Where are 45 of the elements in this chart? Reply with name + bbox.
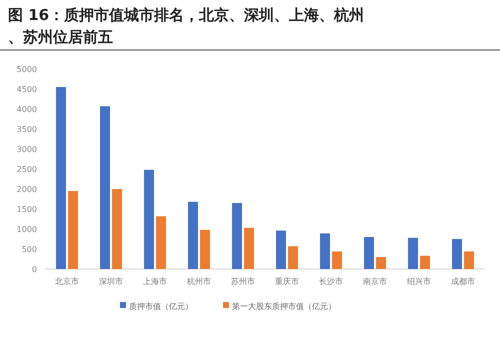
y-tick-label: 2500: [16, 165, 37, 174]
y-tick-label: 0: [32, 265, 37, 274]
y-tick-label: 4000: [16, 105, 37, 114]
bar: [320, 233, 330, 269]
y-tick-label: 500: [22, 245, 37, 254]
legend-label: 第一大股东质押市值（亿元）: [232, 302, 336, 311]
y-tick-label: 3500: [16, 125, 37, 134]
x-tick-label: 绍兴市: [407, 277, 431, 286]
plot: 0 500 1000 1500 2000 2500 3000 3500 4000 4500 5000 北京市 深圳市 上海市 杭州市 苏州市 重庆市 长沙市 南京市 绍兴市 成都市: [16, 65, 486, 286]
bar: [100, 106, 110, 269]
y-tick-label: 5000: [16, 65, 37, 74]
x-tick-label: 成都市: [451, 277, 475, 286]
bar: [288, 246, 298, 269]
x-tick-label: 苏州市: [231, 277, 255, 286]
bar: [232, 203, 242, 269]
chart-title: 图 16：质押市值城市排名，北京、深圳、上海、杭州、苏州位居前五: [8, 6, 364, 46]
y-tick-label: 2000: [16, 185, 37, 194]
bar: [188, 202, 198, 269]
y-tick-label: 1000: [16, 225, 37, 234]
bar: [244, 228, 254, 269]
x-tick-label: 长沙市: [319, 277, 343, 286]
bar: [156, 216, 166, 269]
bar: [376, 257, 386, 269]
y-tick-label: 3000: [16, 145, 37, 154]
bar: [364, 237, 374, 269]
x-tick-label: 上海市: [143, 277, 167, 286]
bar: [200, 230, 210, 269]
x-tick-label: 重庆市: [275, 277, 299, 286]
bar: [464, 251, 474, 269]
bar: [276, 230, 286, 269]
bar: [68, 191, 78, 269]
x-tick-label: 南京市: [363, 277, 387, 286]
x-tick-label: 杭州市: [186, 277, 211, 286]
bar: [112, 189, 122, 269]
legend-label: 质押市值（亿元）: [129, 302, 193, 311]
x-tick-label: 深圳市: [99, 277, 123, 286]
y-tick-label: 1500: [16, 205, 37, 214]
x-tick-label: 北京市: [55, 277, 79, 286]
bar: [56, 87, 66, 269]
bar: [332, 251, 342, 269]
bar: [420, 256, 430, 269]
y-tick-label: 4500: [16, 85, 37, 94]
bar: [408, 238, 418, 269]
bar: [452, 239, 462, 269]
bar: [144, 170, 154, 269]
